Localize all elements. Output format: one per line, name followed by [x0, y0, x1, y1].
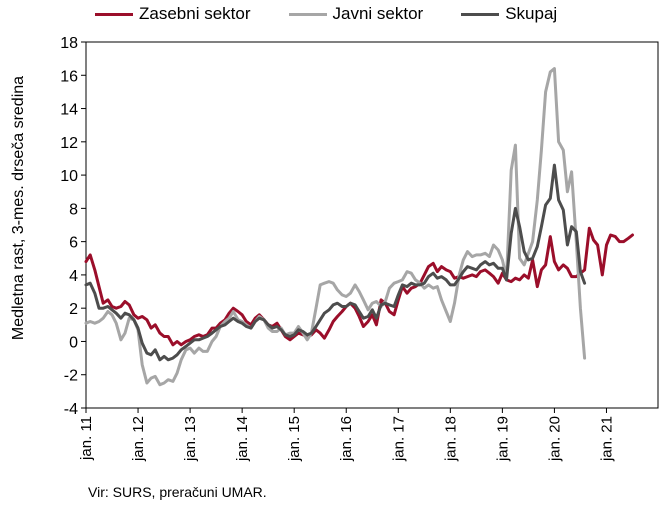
y-tick-label: -4 — [64, 401, 78, 418]
legend-item-zasebni: Zasebni sektor — [95, 4, 251, 24]
y-tick-label: 14 — [60, 102, 78, 119]
source-note: Vir: SURS, preračuni UMAR. — [88, 484, 267, 500]
y-tick-label: 12 — [60, 135, 78, 152]
series-line-0 — [84, 226, 634, 347]
series-group — [84, 67, 634, 387]
y-tick-label: 6 — [69, 235, 78, 252]
x-tick-label: jan. 15 — [286, 416, 303, 462]
x-tick-label: jan. 18 — [442, 416, 459, 462]
y-tick-label: 0 — [69, 334, 78, 351]
legend-label-zasebni: Zasebni sektor — [139, 4, 251, 23]
legend-swatch-zasebni — [95, 12, 133, 16]
x-tick-label: jan. 21 — [598, 416, 615, 462]
legend: Zasebni sektor Javni sektor Skupaj — [95, 4, 557, 24]
legend-item-javni: Javni sektor — [288, 4, 424, 24]
x-tick-label: jan. 19 — [494, 416, 511, 462]
legend-swatch-skupaj — [461, 12, 500, 16]
y-tick-label: 8 — [69, 201, 78, 218]
y-tick-label: 2 — [69, 301, 78, 318]
plot-area — [85, 41, 659, 409]
x-tick-label: jan. 11 — [78, 416, 95, 461]
y-axis-label: Medletna rast, 3-mes. drseča sredina — [10, 76, 27, 340]
x-tick-label: jan. 17 — [390, 416, 407, 462]
legend-label-javni: Javni sektor — [332, 4, 424, 23]
series-line-2 — [84, 163, 587, 362]
x-tick-label: jan. 14 — [234, 416, 251, 462]
x-axis: jan. 11 jan. 12 jan. 13 jan. 14 jan. 15 jan. … — [78, 408, 615, 462]
y-tick-label: 4 — [69, 268, 78, 285]
x-tick-label: jan. 13 — [182, 416, 199, 462]
y-tick-label: 10 — [60, 168, 78, 185]
y-tick-label: 16 — [60, 68, 78, 85]
legend-item-skupaj: Skupaj — [461, 4, 557, 24]
legend-label-skupaj: Skupaj — [505, 4, 558, 23]
x-tick-label: jan. 16 — [338, 416, 355, 462]
y-axis: -4 -2 0 2 4 6 8 10 12 14 16 18 — [60, 35, 86, 418]
legend-swatch-javni — [288, 12, 327, 16]
x-tick-label: jan. 20 — [546, 416, 563, 462]
series-line-1 — [84, 67, 587, 387]
x-tick-label: jan. 12 — [130, 416, 147, 462]
plot-frame — [85, 41, 659, 409]
y-tick-label: -2 — [64, 368, 78, 385]
y-tick-label: 18 — [60, 35, 78, 52]
